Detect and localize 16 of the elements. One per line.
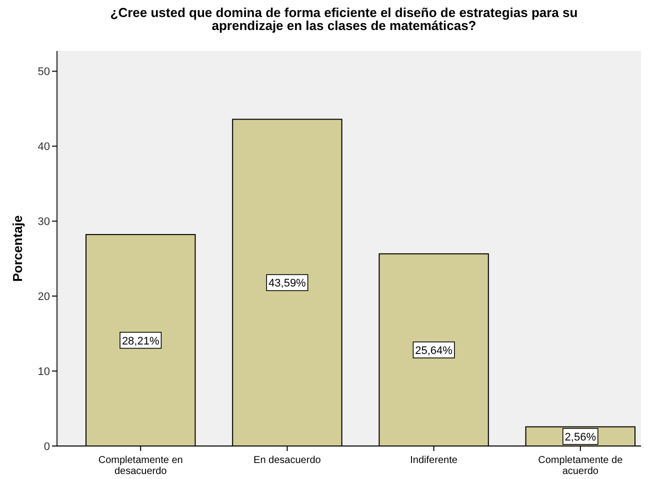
x-tick-label: Completamente en desacuerdo [98, 455, 183, 477]
data-label: 25,64% [415, 344, 453, 357]
y-axis-title: Porcentaje [10, 215, 25, 282]
x-tick-label: En desacuerdo [254, 455, 322, 466]
y-tick-label: 40 [38, 141, 50, 154]
y-tick-label: 10 [38, 366, 50, 378]
y-tick-label: 20 [38, 291, 50, 304]
data-label: 2,56% [564, 431, 596, 444]
y-tick-label: 30 [38, 216, 50, 228]
x-tick-label: Indiferente [410, 455, 458, 466]
y-tick-label: 0 [44, 441, 50, 453]
data-label: 28,21% [122, 335, 160, 348]
data-label: 43,59% [268, 278, 306, 290]
y-tick-label: 50 [38, 66, 50, 78]
x-tick-label: Completamente de acuerdo [538, 455, 624, 477]
chart-title: ¿Cree usted que domina de forma eficiente el diseño de estrategias para su aprendizaje en las clases de matemáticas? [110, 5, 578, 33]
